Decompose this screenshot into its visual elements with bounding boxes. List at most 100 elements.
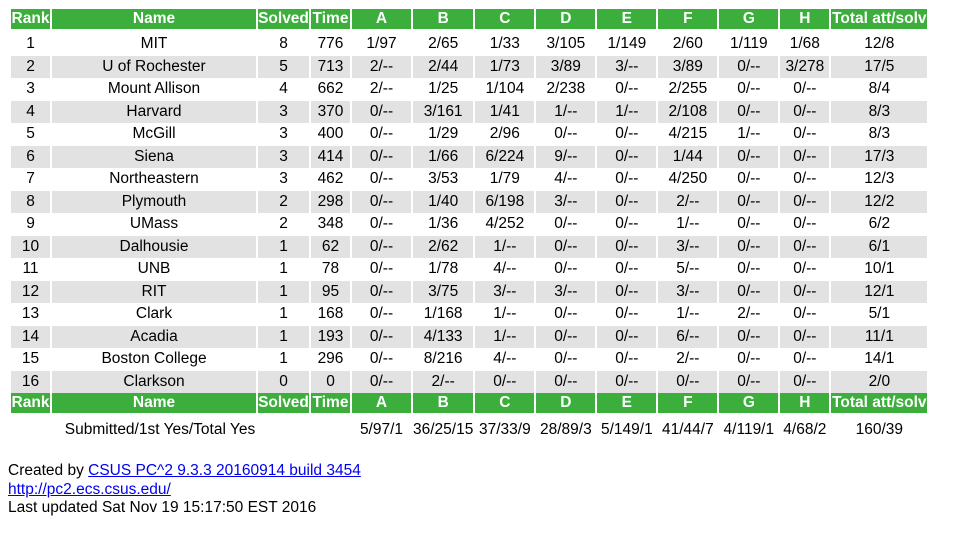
problem-cell: 0/-- (597, 370, 657, 393)
time-cell: 296 (311, 348, 350, 371)
problem-cell: 2/62 (413, 235, 474, 258)
summary-problem-cell: 5/149/1 (597, 413, 657, 447)
problem-cell: 0/-- (352, 280, 411, 303)
problem-cell: 4/-- (536, 168, 596, 191)
problem-cell: 2/-- (719, 303, 779, 326)
total-cell: 14/1 (831, 348, 928, 371)
problem-cell: 3/-- (475, 280, 535, 303)
rank-cell: 2 (11, 55, 50, 78)
time-cell: 95 (311, 280, 350, 303)
problem-cell: 1/36 (413, 213, 474, 236)
problem-cell: 0/-- (352, 100, 411, 123)
rank-cell: 1 (11, 33, 50, 56)
header-rank: Rank (11, 9, 50, 29)
total-cell: 17/5 (831, 55, 928, 78)
header-problem-f: F (658, 393, 718, 413)
header-problem-e: E (597, 393, 657, 413)
header-problem-d: D (536, 393, 596, 413)
time-cell: 298 (311, 190, 350, 213)
table-row: 12 RIT 1 95 0/-- 3/75 3/-- 3/-- 0/-- 3/-- 0/-- 0/--… (11, 280, 928, 303)
time-cell: 168 (311, 303, 350, 326)
problem-cell: 0/-- (352, 123, 411, 146)
summary-problem-cell: 4/119/1 (719, 413, 779, 447)
problem-cell: 4/133 (413, 325, 474, 348)
problem-cell: 1/41 (475, 100, 535, 123)
problem-cell: 3/161 (413, 100, 474, 123)
rank-cell: 15 (11, 348, 50, 371)
problem-cell: 0/-- (719, 280, 779, 303)
header-problem-a: A (352, 9, 411, 29)
total-cell: 10/1 (831, 258, 928, 281)
problem-cell: 2/-- (352, 78, 411, 101)
problem-cell: 0/-- (719, 370, 779, 393)
solved-cell: 3 (258, 123, 309, 146)
problem-cell: 2/96 (475, 123, 535, 146)
created-by-line: Created by CSUS PC^2 9.3.3 20160914 buil… (8, 462, 361, 481)
solved-cell: 1 (258, 325, 309, 348)
total-cell: 2/0 (831, 370, 928, 393)
problem-cell: 0/-- (536, 370, 596, 393)
problem-cell: 0/-- (352, 235, 411, 258)
time-cell: 193 (311, 325, 350, 348)
problem-cell: 1/73 (475, 55, 535, 78)
problem-cell: 0/-- (780, 370, 830, 393)
solved-cell: 2 (258, 190, 309, 213)
problem-cell: 0/-- (780, 123, 830, 146)
created-by-label: Created by (8, 462, 89, 479)
header-problem-h: H (780, 393, 830, 413)
problem-cell: 0/-- (719, 348, 779, 371)
rank-cell: 3 (11, 78, 50, 101)
rank-cell: 10 (11, 235, 50, 258)
time-cell: 776 (311, 33, 350, 56)
pc2-site-link[interactable]: http://pc2.ecs.csus.edu/ (8, 480, 171, 498)
problem-cell: 1/78 (413, 258, 474, 281)
pc2-version-link[interactable]: CSUS PC^2 9.3.3 20160914 build 3454 (88, 462, 361, 479)
solved-cell: 3 (258, 145, 309, 168)
problem-cell: 0/-- (352, 370, 411, 393)
problem-cell: 3/53 (413, 168, 474, 191)
time-cell: 400 (311, 123, 350, 146)
team-name-cell: Harvard (52, 100, 256, 123)
team-name-cell: U of Rochester (52, 55, 256, 78)
problem-cell: 0/-- (780, 303, 830, 326)
problem-cell: 0/-- (719, 55, 779, 78)
problem-cell: 9/-- (536, 145, 596, 168)
time-cell: 414 (311, 145, 350, 168)
header-name: Name (52, 393, 256, 413)
problem-cell: 0/-- (475, 370, 535, 393)
problem-cell: 0/-- (780, 258, 830, 281)
team-name-cell: Northeastern (52, 168, 256, 191)
solved-cell: 1 (258, 303, 309, 326)
summary-problem-cell: 28/89/3 (536, 413, 596, 447)
header-solved: Solved (258, 393, 309, 413)
summary-problem-cell: 37/33/9 (475, 413, 535, 447)
team-name-cell: Plymouth (52, 190, 256, 213)
problem-cell: 1/29 (413, 123, 474, 146)
problem-cell: 0/-- (597, 303, 657, 326)
team-name-cell: Acadia (52, 325, 256, 348)
solved-cell: 3 (258, 100, 309, 123)
header-problem-d: D (536, 9, 596, 29)
header-problem-c: C (475, 393, 535, 413)
solved-cell: 5 (258, 55, 309, 78)
time-cell: 348 (311, 213, 350, 236)
header-name: Name (52, 9, 256, 29)
table-row: 6 Siena 3 414 0/-- 1/66 6/224 9/-- 0/-- 1/44 0/-- 0… (11, 145, 928, 168)
problem-cell: 0/-- (780, 213, 830, 236)
team-name-cell: Dalhousie (52, 235, 256, 258)
header-row-top: Rank Name Solved Time A B C D E F G H Total att/solv (11, 9, 928, 29)
problem-cell: 5/-- (658, 258, 718, 281)
table-row: 7 Northeastern 3 462 0/-- 3/53 1/79 4/-- 0/-- 4/2… (11, 168, 928, 191)
solved-cell: 8 (258, 33, 309, 56)
problem-cell: 1/104 (475, 78, 535, 101)
problem-cell: 0/-- (536, 123, 596, 146)
total-cell: 12/1 (831, 280, 928, 303)
problem-cell: 4/-- (475, 348, 535, 371)
problem-cell: 0/-- (597, 168, 657, 191)
total-cell: 12/8 (831, 33, 928, 56)
problem-cell: 3/278 (780, 55, 830, 78)
team-name-cell: UNB (52, 258, 256, 281)
problem-cell: 2/238 (536, 78, 596, 101)
table-row: 14 Acadia 1 193 0/-- 4/133 1/-- 0/-- 0/-- 6/-- 0/-… (11, 325, 928, 348)
total-cell: 8/3 (831, 100, 928, 123)
